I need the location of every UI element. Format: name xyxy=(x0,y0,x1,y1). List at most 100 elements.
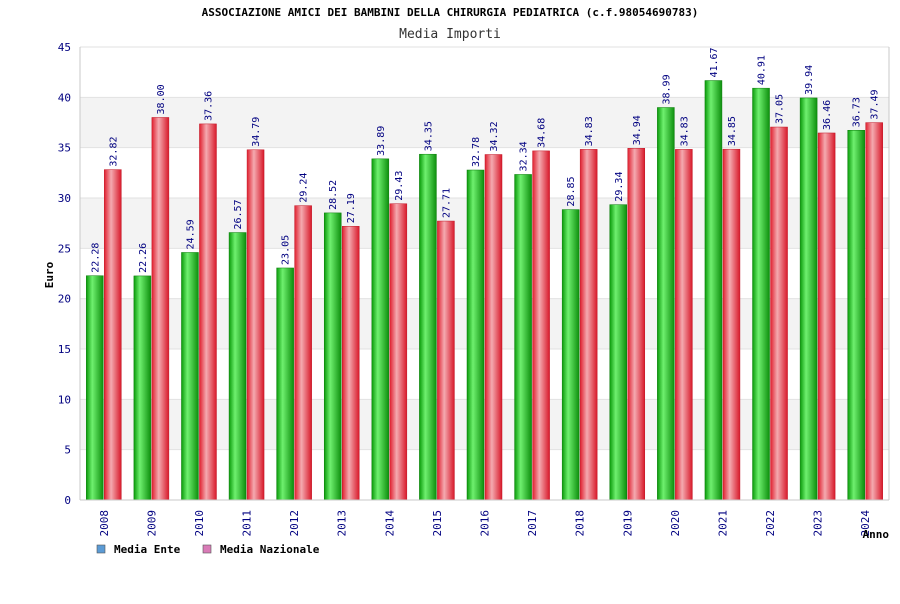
y-axis-title: Euro xyxy=(43,261,56,288)
bar-media-ente-2009 xyxy=(133,275,152,501)
bar-media-ente-2010 xyxy=(181,252,199,501)
x-tick-label: 2014 xyxy=(383,510,396,537)
data-label: 27.71 xyxy=(441,188,452,218)
x-tick-label: 2011 xyxy=(241,510,254,537)
y-tick-label: 30 xyxy=(58,192,71,205)
data-label: 32.78 xyxy=(471,137,482,167)
bar-media-ente-2021 xyxy=(704,80,723,501)
bar-media-ente-2016 xyxy=(466,169,485,501)
data-label: 28.85 xyxy=(566,176,577,206)
x-axis-title: Anno xyxy=(863,528,890,541)
data-label: 32.34 xyxy=(519,141,530,171)
data-label: 23.05 xyxy=(281,235,292,265)
data-label: 39.94 xyxy=(804,65,815,95)
data-label: 34.83 xyxy=(679,116,690,146)
bar-media-nazionale-2012 xyxy=(294,205,312,501)
x-tick-label: 2018 xyxy=(574,510,587,537)
bar-media-nazionale-2016 xyxy=(484,154,503,501)
data-label: 27.19 xyxy=(346,193,357,223)
data-label: 34.85 xyxy=(727,116,738,146)
bar-media-nazionale-2009 xyxy=(151,117,170,501)
legend-label-media-ente: Media Ente xyxy=(114,543,181,556)
legend-swatch-media-nazionale xyxy=(202,544,212,554)
y-tick-label: 15 xyxy=(58,343,71,356)
x-tick-label: 2008 xyxy=(98,510,111,537)
bar-media-ente-2015 xyxy=(419,153,437,501)
x-tick-label: 2015 xyxy=(431,510,444,537)
y-tick-label: 40 xyxy=(58,91,71,104)
data-label: 29.24 xyxy=(299,173,310,203)
data-label: 37.36 xyxy=(203,91,214,121)
data-label: 38.99 xyxy=(661,74,672,104)
data-label: 33.89 xyxy=(376,126,387,156)
data-label: 24.59 xyxy=(185,219,196,249)
x-tick-label: 2016 xyxy=(479,510,492,537)
bar-media-nazionale-2011 xyxy=(246,149,265,501)
data-label: 37.05 xyxy=(775,94,786,124)
x-tick-label: 2019 xyxy=(621,510,634,537)
y-tick-label: 25 xyxy=(58,242,71,255)
x-tick-label: 2009 xyxy=(145,510,158,537)
x-tick-label: 2012 xyxy=(288,510,301,537)
bar-media-nazionale-2018 xyxy=(579,149,598,501)
bar-media-nazionale-2015 xyxy=(437,220,455,501)
data-label: 34.79 xyxy=(251,117,262,147)
data-label: 29.43 xyxy=(394,171,405,201)
x-tick-label: 2020 xyxy=(669,510,682,537)
chart-title: ASSOCIAZIONE AMICI DEI BAMBINI DELLA CHI… xyxy=(202,6,699,19)
data-label: 36.46 xyxy=(822,100,833,130)
y-tick-label: 20 xyxy=(58,293,71,306)
data-label: 34.94 xyxy=(632,115,643,145)
bar-media-nazionale-2010 xyxy=(199,123,217,501)
legend-swatch-media-ente xyxy=(96,544,106,554)
y-tick-label: 45 xyxy=(58,41,71,54)
bar-media-nazionale-2014 xyxy=(389,203,408,501)
legend: Media Ente Media Nazionale xyxy=(96,543,320,556)
bar-media-nazionale-2017 xyxy=(532,150,550,501)
data-label: 32.82 xyxy=(108,137,119,167)
data-label: 26.57 xyxy=(233,199,244,229)
data-label: 36.73 xyxy=(852,97,863,127)
x-tick-label: 2017 xyxy=(526,510,539,537)
x-tick-labels: 2008 2009 2010 2011 2012 2013 2014 2015 2016 2017… xyxy=(98,510,872,537)
x-tick-label: 2013 xyxy=(336,510,349,537)
y-tick-label: 35 xyxy=(58,142,71,155)
y-tick-label: 5 xyxy=(64,444,71,457)
bar-media-nazionale-2008 xyxy=(104,169,122,501)
bar-media-nazionale-2022 xyxy=(770,126,788,501)
bars-group xyxy=(86,80,883,501)
bar-media-ente-2019 xyxy=(609,204,628,501)
bar-media-nazionale-2021 xyxy=(722,148,741,501)
data-labels-group: 22.28 32.82 22.26 38.00 24.59 37.36 26.57 34.79… xyxy=(90,47,880,273)
bar-media-ente-2013 xyxy=(323,212,342,501)
data-label: 22.26 xyxy=(138,243,149,273)
bar-media-ente-2017 xyxy=(514,174,532,501)
data-label: 37.49 xyxy=(870,89,881,119)
bar-media-nazionale-2023 xyxy=(817,132,836,501)
bar-media-nazionale-2013 xyxy=(341,226,360,501)
x-tick-label: 2024 xyxy=(859,510,872,537)
bar-media-nazionale-2020 xyxy=(675,149,693,501)
data-label: 40.91 xyxy=(757,55,768,85)
bar-media-ente-2008 xyxy=(86,275,104,501)
data-label: 34.68 xyxy=(537,118,548,148)
bar-media-ente-2018 xyxy=(561,209,580,501)
y-tick-label: 10 xyxy=(58,393,71,406)
x-tick-label: 2023 xyxy=(812,510,825,537)
legend-label-media-nazionale: Media Nazionale xyxy=(220,543,320,556)
bar-media-ente-2023 xyxy=(799,97,818,501)
x-tick-label: 2021 xyxy=(716,510,729,537)
data-label: 34.83 xyxy=(584,116,595,146)
bar-media-nazionale-2019 xyxy=(627,148,646,501)
data-label: 34.32 xyxy=(489,121,500,151)
bar-media-ente-2014 xyxy=(371,158,390,501)
x-tick-label: 2010 xyxy=(193,510,206,537)
axes xyxy=(79,47,890,501)
x-tick-label: 2022 xyxy=(764,510,777,537)
bar-media-ente-2024 xyxy=(847,130,865,501)
data-label: 22.28 xyxy=(90,243,101,273)
data-label: 28.52 xyxy=(328,180,339,210)
bar-media-ente-2012 xyxy=(276,267,294,501)
